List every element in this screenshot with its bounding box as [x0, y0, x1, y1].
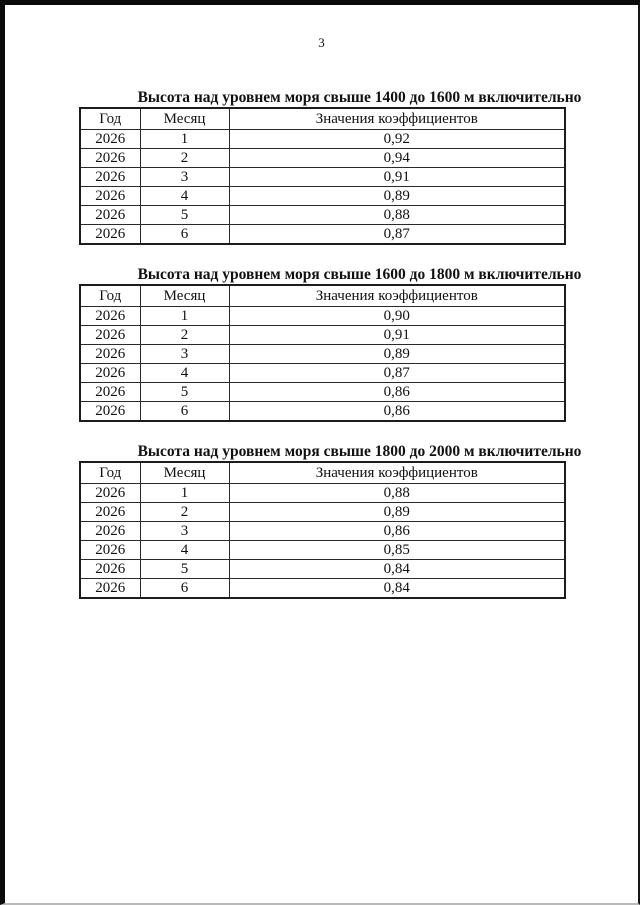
- table-row: 2026 5 0,86: [79, 382, 566, 402]
- table-cell-year: 2026: [79, 382, 141, 402]
- table-section: Высота над уровнем моря свыше 1400 до 16…: [79, 89, 638, 245]
- table-header-month: Месяц: [139, 107, 230, 130]
- table-cell-month: 5: [139, 205, 230, 225]
- table-cell-value: 0,87: [228, 363, 566, 383]
- table-header-year: Год: [79, 284, 141, 307]
- table-cell-month: 1: [139, 306, 230, 326]
- table-header-values: Значения коэффициентов: [228, 107, 566, 130]
- table-cell-month: 3: [139, 521, 230, 541]
- table-cell-year: 2026: [79, 401, 141, 422]
- table-row: 2026 2 0,89: [79, 502, 566, 522]
- tables-container: Высота над уровнем моря свыше 1400 до 16…: [79, 89, 638, 599]
- table-row: 2026 6 0,87: [79, 224, 566, 245]
- table-cell-value: 0,87: [228, 224, 566, 245]
- table-cell-year: 2026: [79, 502, 141, 522]
- table-cell-year: 2026: [79, 578, 141, 599]
- table-cell-year: 2026: [79, 325, 141, 345]
- table-cell-year: 2026: [79, 363, 141, 383]
- table-cell-value: 0,86: [228, 382, 566, 402]
- table-cell-month: 6: [139, 401, 230, 422]
- table-cell-value: 0,86: [228, 521, 566, 541]
- table-row: 2026 4 0,87: [79, 363, 566, 383]
- coefficients-table: Год Месяц Значения коэффициентов 2026 1 0,90…: [79, 284, 566, 422]
- table-cell-value: 0,85: [228, 540, 566, 560]
- table-cell-year: 2026: [79, 521, 141, 541]
- table-row: 2026 1 0,90: [79, 306, 566, 326]
- table-header-row: Год Месяц Значения коэффициентов: [79, 461, 566, 484]
- table-cell-month: 1: [139, 129, 230, 149]
- table-cell-month: 2: [139, 325, 230, 345]
- table-cell-value: 0,91: [228, 325, 566, 345]
- table-row: 2026 2 0,94: [79, 148, 566, 168]
- table-row: 2026 5 0,88: [79, 205, 566, 225]
- table-row: 2026 4 0,89: [79, 186, 566, 206]
- table-row: 2026 1 0,92: [79, 129, 566, 149]
- table-cell-year: 2026: [79, 540, 141, 560]
- coefficients-table: Год Месяц Значения коэффициентов 2026 1 0,92…: [79, 107, 566, 245]
- table-section: Высота над уровнем моря свыше 1600 до 18…: [79, 266, 638, 422]
- table-cell-month: 6: [139, 224, 230, 245]
- table-cell-month: 3: [139, 167, 230, 187]
- table-cell-value: 0,89: [228, 502, 566, 522]
- table-header-values: Значения коэффициентов: [228, 284, 566, 307]
- table-header-month: Месяц: [139, 461, 230, 484]
- table-cell-month: 3: [139, 344, 230, 364]
- table-row: 2026 3 0,89: [79, 344, 566, 364]
- table-header-values: Значения коэффициентов: [228, 461, 566, 484]
- table-row: 2026 3 0,91: [79, 167, 566, 187]
- table-cell-year: 2026: [79, 129, 141, 149]
- table-header-year: Год: [79, 107, 141, 130]
- table-header-row: Год Месяц Значения коэффициентов: [79, 284, 566, 307]
- table-cell-year: 2026: [79, 167, 141, 187]
- table-cell-value: 0,91: [228, 167, 566, 187]
- table-cell-value: 0,88: [228, 483, 566, 503]
- table-cell-month: 2: [139, 148, 230, 168]
- table-cell-year: 2026: [79, 186, 141, 206]
- table-row: 2026 6 0,84: [79, 578, 566, 599]
- table-row: 2026 6 0,86: [79, 401, 566, 422]
- table-cell-year: 2026: [79, 306, 141, 326]
- table-cell-year: 2026: [79, 224, 141, 245]
- table-cell-value: 0,86: [228, 401, 566, 422]
- table-row: 2026 4 0,85: [79, 540, 566, 560]
- table-row: 2026 2 0,91: [79, 325, 566, 345]
- table-section: Высота над уровнем моря свыше 1800 до 20…: [79, 443, 638, 599]
- table-title: Высота над уровнем моря свыше 1600 до 18…: [137, 266, 582, 283]
- table-header-month: Месяц: [139, 284, 230, 307]
- table-cell-value: 0,89: [228, 186, 566, 206]
- table-cell-year: 2026: [79, 344, 141, 364]
- table-header-year: Год: [79, 461, 141, 484]
- table-cell-value: 0,84: [228, 559, 566, 579]
- table-cell-value: 0,94: [228, 148, 566, 168]
- table-title: Высота над уровнем моря свыше 1400 до 16…: [137, 89, 582, 106]
- table-row: 2026 1 0,88: [79, 483, 566, 503]
- table-cell-month: 4: [139, 186, 230, 206]
- table-cell-month: 1: [139, 483, 230, 503]
- table-row: 2026 3 0,86: [79, 521, 566, 541]
- table-title: Высота над уровнем моря свыше 1800 до 20…: [137, 443, 582, 460]
- table-cell-month: 5: [139, 559, 230, 579]
- table-row: 2026 5 0,84: [79, 559, 566, 579]
- table-cell-month: 2: [139, 502, 230, 522]
- table-cell-value: 0,84: [228, 578, 566, 599]
- table-cell-month: 4: [139, 363, 230, 383]
- table-cell-value: 0,89: [228, 344, 566, 364]
- table-cell-month: 5: [139, 382, 230, 402]
- table-cell-year: 2026: [79, 148, 141, 168]
- table-cell-year: 2026: [79, 483, 141, 503]
- table-cell-month: 6: [139, 578, 230, 599]
- coefficients-table: Год Месяц Значения коэффициентов 2026 1 0,88…: [79, 461, 566, 599]
- table-cell-year: 2026: [79, 559, 141, 579]
- table-header-row: Год Месяц Значения коэффициентов: [79, 107, 566, 130]
- table-cell-month: 4: [139, 540, 230, 560]
- table-cell-value: 0,88: [228, 205, 566, 225]
- table-cell-year: 2026: [79, 205, 141, 225]
- table-cell-value: 0,92: [228, 129, 566, 149]
- table-cell-value: 0,90: [228, 306, 566, 326]
- page-number: 3: [318, 35, 325, 50]
